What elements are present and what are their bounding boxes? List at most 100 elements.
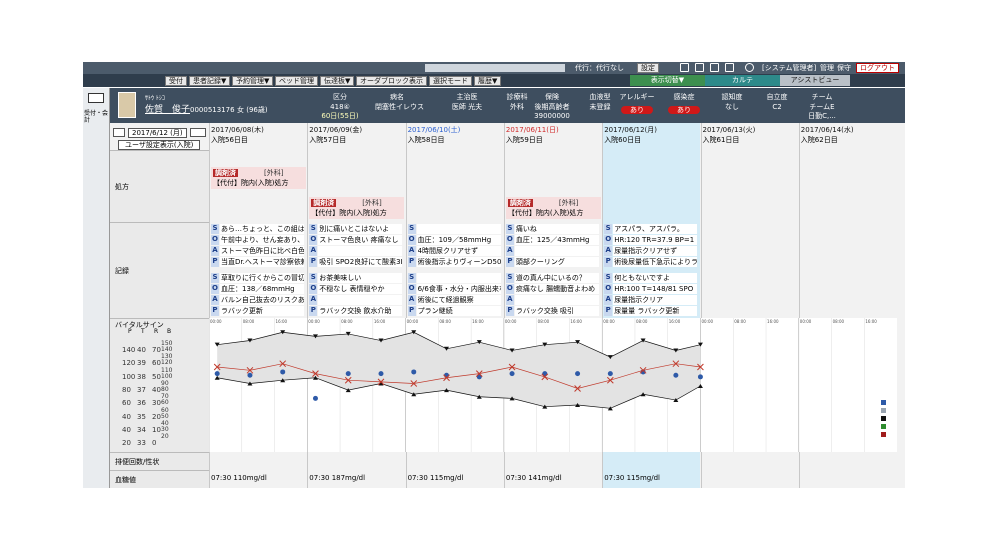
- scale-label: 140: [161, 346, 173, 353]
- scale-label: 60: [161, 406, 169, 414]
- header-icon[interactable]: [695, 63, 704, 72]
- bp-point: [214, 375, 220, 380]
- sidebar-label[interactable]: 受付・会計: [84, 110, 109, 125]
- note-line: [220, 224, 304, 234]
- day-date: 2017/06/11(日): [505, 126, 559, 134]
- day-date: 2017/06/09(金): [309, 126, 363, 134]
- note-tag: O: [604, 284, 613, 294]
- sidebar-icon[interactable]: [88, 93, 104, 103]
- header-icon[interactable]: [710, 63, 719, 72]
- legend-swatch: [881, 432, 886, 437]
- scale-label: 0: [152, 439, 157, 448]
- scale-label: 20: [122, 439, 131, 448]
- note-text: HR:120 TR=37.9 BP=1: [614, 236, 695, 244]
- header-icon[interactable]: [745, 63, 754, 72]
- admin-link[interactable]: 管理: [820, 64, 834, 72]
- legend-swatch: [881, 416, 886, 421]
- patient-sex-age: 女 (96歳): [237, 106, 268, 114]
- logout-button[interactable]: ログアウト: [856, 63, 899, 73]
- field-value: 医師 光夫: [451, 103, 483, 111]
- day-date: 2017/06/13(火): [702, 126, 756, 134]
- toolbar-button[interactable]: 伝達板▼: [320, 76, 355, 86]
- note-line: [613, 295, 698, 305]
- tab[interactable]: カルテ: [705, 75, 780, 86]
- note-tag: P: [604, 306, 613, 316]
- note-tag: O: [407, 284, 416, 294]
- hour-label: 16:00: [374, 319, 386, 324]
- toolbar-button[interactable]: ベッド管理: [275, 76, 318, 86]
- user-setting-button[interactable]: ユーザ設定表示(入院): [118, 140, 201, 151]
- nav-arrows[interactable]: [113, 128, 125, 137]
- hour-label: 08:00: [439, 319, 451, 324]
- rx-name[interactable]: 【代付】院内(入院)処方: [213, 179, 289, 187]
- note-text: お茶美味しい: [319, 274, 362, 282]
- maintenance-link[interactable]: 保守: [837, 64, 851, 72]
- patient-name[interactable]: 佐賀 俊子: [145, 105, 191, 115]
- bp-point: [214, 342, 220, 347]
- toolbar-button[interactable]: オーダブロック表示: [356, 76, 427, 86]
- note-text: 別に痛いとこはないよ: [319, 225, 390, 233]
- note-tag: A: [604, 246, 613, 256]
- field-value: 60日(55日): [321, 112, 359, 120]
- search-box[interactable]: [425, 64, 565, 72]
- pulse-point: [247, 372, 253, 378]
- field-label: 感染症: [673, 93, 695, 101]
- note-text: 術後にて経過観察: [417, 296, 474, 304]
- scale-label: 60: [152, 359, 161, 368]
- note-tag: S: [211, 224, 219, 234]
- tab[interactable]: アシストビュー: [780, 75, 850, 86]
- rx-name[interactable]: 【代付】院内(入院)処方: [507, 209, 584, 217]
- note-text: 道の真ん中にいるの？: [515, 274, 586, 282]
- rx-dept: [外科]: [264, 169, 284, 177]
- view-switch[interactable]: 表示切替▼: [630, 75, 705, 86]
- scale-label: 60: [161, 399, 169, 407]
- toolbar-button[interactable]: 履歴▼: [474, 76, 502, 86]
- nav-arrows[interactable]: [190, 128, 206, 137]
- day-number: 入院61日目: [702, 136, 740, 144]
- scale-header: B: [167, 328, 172, 335]
- scale-label: 38: [137, 372, 146, 381]
- note-line: [613, 284, 698, 294]
- note-line: [220, 306, 304, 316]
- rx-name[interactable]: 【代付】院内(入院)処方: [311, 209, 387, 217]
- bp-point: [673, 348, 679, 353]
- header-icon[interactable]: [680, 63, 689, 72]
- toolbar-button[interactable]: 予約管理▼: [232, 76, 274, 86]
- note-text: HR:100 T=148/81 SPO: [614, 285, 694, 293]
- note-tag: A: [309, 295, 318, 305]
- field-value: 外科: [510, 103, 524, 111]
- scale-label: 33: [137, 439, 146, 448]
- scale-label: 40: [122, 412, 131, 421]
- temp-point: [697, 363, 704, 371]
- toolbar-button[interactable]: 受付: [165, 76, 187, 86]
- pulse-point: [312, 395, 318, 401]
- scale-label: 130: [161, 353, 173, 361]
- field-label: 保険: [545, 93, 559, 101]
- toolbar-button[interactable]: 選択モード: [429, 76, 472, 86]
- note-text: 午前中より、せん妄あり、: [221, 236, 304, 244]
- note-tag: P: [604, 257, 613, 267]
- field-value: あり: [668, 106, 700, 115]
- header-icon[interactable]: [725, 63, 734, 72]
- pulse-point: [673, 372, 679, 378]
- hour-label: 00:00: [800, 319, 812, 324]
- scale-label: 70: [161, 393, 169, 401]
- temp-point: [606, 376, 614, 384]
- bp-point: [312, 334, 318, 339]
- note-tag: P: [309, 257, 318, 267]
- settings-button[interactable]: 設定: [637, 63, 659, 73]
- scale-label: 34: [137, 425, 146, 434]
- note-tag: S: [604, 273, 613, 283]
- rx-status: 調剤済: [213, 169, 238, 178]
- note-text: ラバック更新: [221, 307, 263, 315]
- note-text: 頭部クーリング: [515, 258, 565, 266]
- day-column: [503, 123, 602, 488]
- scale-label: 40: [161, 419, 169, 427]
- temp-point: [574, 385, 581, 392]
- note-text: 血圧：125／43mmHg: [515, 236, 590, 244]
- hour-label: 16:00: [276, 319, 288, 324]
- field-value: 日勤C,...: [808, 112, 836, 120]
- hour-label: 08:00: [636, 319, 648, 324]
- toolbar-button[interactable]: 患者記録▼: [189, 76, 231, 86]
